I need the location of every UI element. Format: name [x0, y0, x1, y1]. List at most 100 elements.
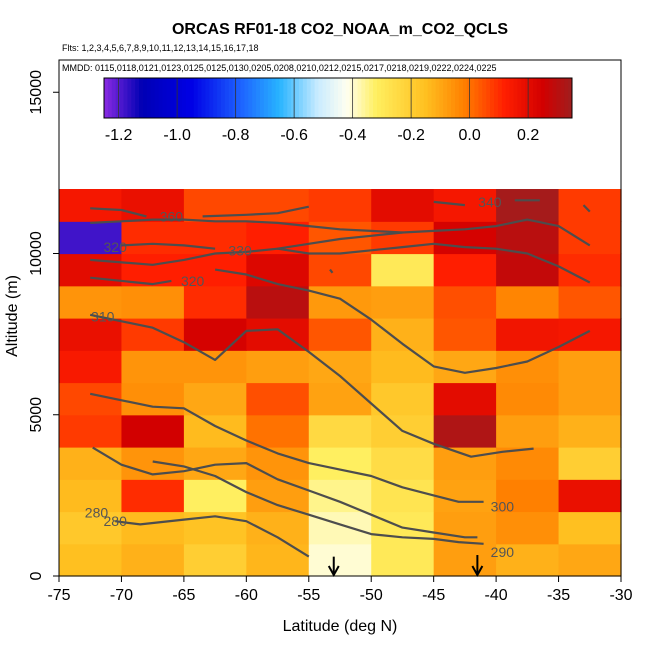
colorbar-swatch — [334, 78, 339, 118]
heatmap-cell — [433, 414, 497, 448]
colorbar-tick-label: -1.2 — [105, 127, 133, 144]
contour-line — [121, 242, 216, 250]
heatmap-cell — [371, 479, 435, 513]
x-tick-label: -75 — [47, 587, 70, 604]
colorbar-swatch — [517, 78, 522, 118]
colorbar-swatch — [455, 78, 460, 118]
colorbar-swatch — [482, 78, 487, 118]
colorbar-swatch — [228, 78, 234, 118]
contour-line — [92, 446, 478, 539]
colorbar-swatch — [150, 78, 156, 118]
heatmap-cell — [183, 479, 247, 513]
heatmap-cell — [183, 382, 247, 416]
heatmap-cell — [59, 543, 123, 577]
colorbar-swatch — [197, 78, 202, 118]
colorbar: -1.2 -1.0 -0.8 -0.6 -0.4 -0.2 0.0 0.2 — [103, 77, 573, 144]
contour-line — [433, 200, 466, 207]
colorbar-swatch — [182, 78, 187, 118]
contour-line — [277, 218, 591, 250]
colorbar-swatch — [494, 78, 499, 118]
heatmap-cell — [308, 479, 372, 513]
heatmap-cell — [59, 189, 123, 222]
colorbar-swatch — [291, 78, 296, 118]
colorbar-swatch — [162, 78, 167, 118]
heatmap-cell — [496, 253, 560, 287]
heatmap-cell — [183, 221, 247, 255]
colorbar-swatch — [213, 78, 218, 118]
colorbar-swatch — [486, 78, 491, 118]
arrow-head — [471, 565, 484, 578]
heatmap-cell — [246, 543, 310, 577]
contour-line — [90, 218, 403, 234]
colorbar-swatch — [240, 78, 245, 118]
colorbar-swatch — [115, 78, 121, 118]
colorbar-swatch — [306, 78, 312, 118]
contour-line — [329, 268, 334, 274]
colorbar-swatch — [404, 78, 409, 118]
colorbar-swatch — [416, 78, 421, 118]
heatmap-cell — [183, 543, 247, 577]
colorbar-tick-label: -0.2 — [397, 127, 425, 144]
heatmap-cell — [496, 221, 560, 255]
colorbar-swatch — [166, 78, 171, 118]
contour-label: 360 — [160, 208, 184, 224]
heatmap-cell — [558, 253, 622, 287]
heatmap-cell — [246, 253, 310, 287]
heatmap-cell — [121, 350, 185, 384]
flights-label: Flts: 1,2,3,4,5,6,7,8,9,10,11,12,13,14,1… — [62, 43, 258, 53]
arrow-head — [327, 565, 340, 578]
contour-line — [90, 276, 172, 286]
contour-line — [89, 392, 484, 503]
colorbar-swatch — [513, 78, 518, 118]
colorbar-swatch — [497, 78, 503, 118]
colorbar-swatch — [326, 78, 331, 118]
heatmap-cell — [371, 189, 435, 222]
colorbar-swatch — [478, 78, 483, 118]
colorbar-tick-label: -0.6 — [280, 127, 308, 144]
colorbar-swatch — [548, 78, 553, 118]
contour-line — [89, 313, 534, 458]
colorbar-swatch — [458, 78, 464, 118]
heatmap-cell — [308, 511, 372, 545]
heatmap-cell — [183, 285, 247, 319]
heatmap-cell — [558, 285, 622, 319]
colorbar-swatch — [135, 78, 140, 118]
y-tick-label: 5000 — [28, 397, 45, 433]
colorbar-swatch — [119, 78, 124, 118]
heatmap-cell — [308, 253, 372, 287]
colorbar-swatch — [439, 78, 444, 118]
colorbar-swatch — [540, 78, 546, 118]
colorbar-swatch — [143, 78, 148, 118]
heatmap-cell — [308, 414, 372, 448]
y-tick-label: 15000 — [28, 70, 45, 115]
colorbar-swatch — [146, 78, 152, 118]
colorbar-swatch — [232, 78, 238, 118]
x-tick-label: -45 — [422, 587, 445, 604]
colorbar-swatch — [552, 78, 557, 118]
heatmap-cell — [433, 479, 497, 513]
colorbar-swatch — [462, 78, 468, 118]
heatmap-cell — [371, 543, 435, 577]
heatmap-cell — [246, 414, 310, 448]
x-tick-label: -35 — [547, 587, 570, 604]
colorbar-swatch — [302, 78, 308, 118]
colorbar-swatch — [244, 78, 249, 118]
y-tick-label: 0 — [28, 571, 45, 580]
heatmap-cell — [308, 543, 372, 577]
colorbar-swatch — [466, 78, 472, 118]
heatmap-cell — [183, 318, 247, 351]
colorbar-swatch — [435, 78, 440, 118]
heatmap-cell — [308, 189, 372, 222]
contour-line — [202, 205, 310, 218]
colorbar-swatch — [474, 78, 479, 118]
contour-label: 340 — [478, 194, 502, 210]
heatmap-cell — [121, 414, 185, 448]
colorbar-swatch — [295, 78, 300, 118]
colorbar-swatch — [412, 78, 417, 118]
heatmap-cell — [59, 511, 123, 545]
colorbar-swatch — [349, 78, 355, 118]
heatmap-cell — [496, 189, 560, 222]
contour-line — [152, 460, 484, 545]
colorbar-swatch — [279, 78, 284, 118]
